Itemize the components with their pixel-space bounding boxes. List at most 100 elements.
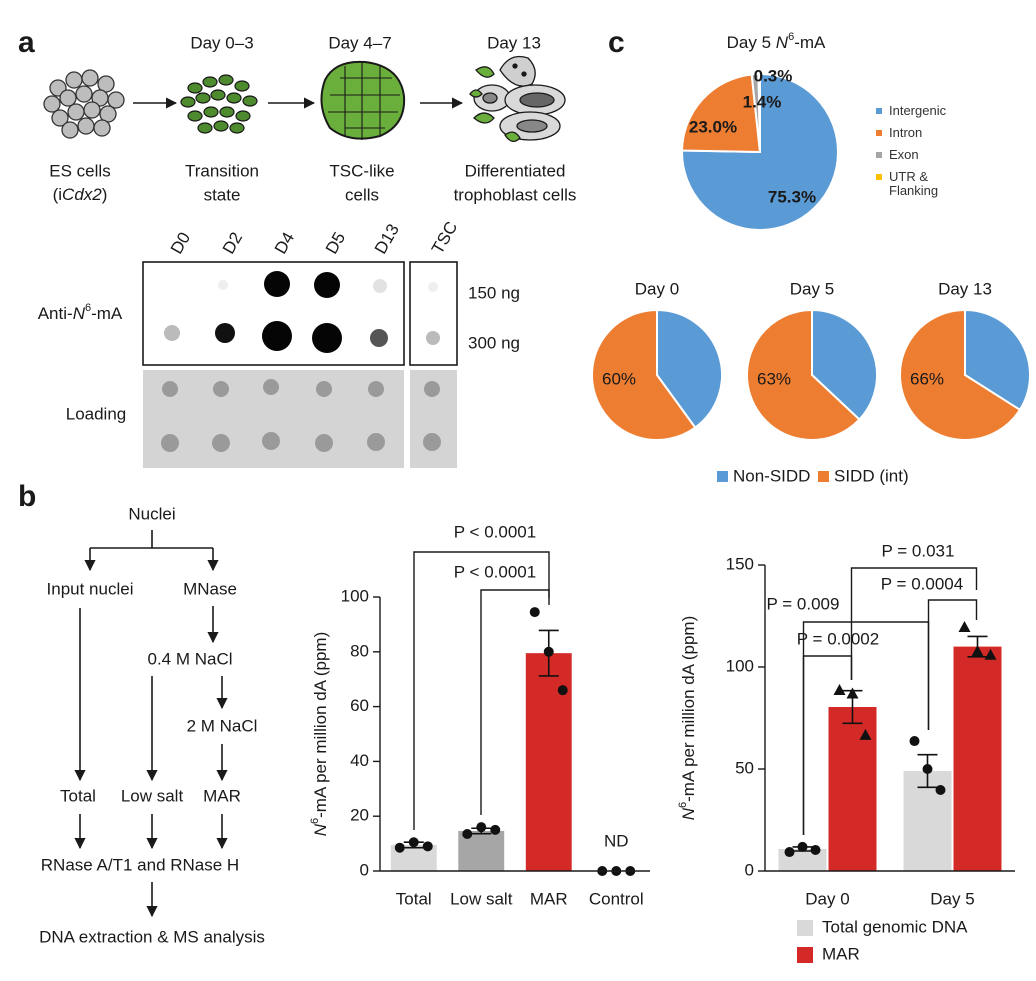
y-axis-label-part: N <box>679 807 698 820</box>
es-cells <box>43 69 125 139</box>
annotation: P = 0.0004 <box>881 574 963 593</box>
y-tick-label: 20 <box>350 806 369 825</box>
annotation: P < 0.0001 <box>454 562 536 581</box>
y-axis-label-part: 6 <box>677 802 689 808</box>
data-label: 63% <box>757 369 791 388</box>
data-point <box>462 829 473 840</box>
data-point <box>543 646 554 657</box>
y-axis-label: N6-mA per million dA (ppm) <box>677 616 699 821</box>
data-point <box>909 736 920 747</box>
flow-step: RNase A/T1 and RNase H <box>41 855 239 874</box>
legend-label: Total genomic DNA <box>822 917 968 936</box>
data-point <box>797 841 808 852</box>
data-point <box>490 824 501 835</box>
lane-label: TSC <box>428 218 461 257</box>
pie-title: Day 0 <box>635 279 679 298</box>
stage-day: Day 4–7 <box>328 33 391 52</box>
row-label: Anti-N6-mA <box>38 302 123 324</box>
differentiated-cells <box>469 55 566 142</box>
flow-step: 2 M NaCl <box>187 716 258 735</box>
pie-slice <box>811 308 878 421</box>
x-tick-label: MAR <box>530 889 568 908</box>
y-tick-label: 80 <box>350 641 369 660</box>
row-label-part: N <box>73 304 86 323</box>
flow-step: Low salt <box>121 786 184 805</box>
pie-title-part: N <box>776 33 789 52</box>
legend-swatch <box>876 152 882 158</box>
y-tick-label: 100 <box>726 656 754 675</box>
data-point <box>408 837 419 848</box>
data-label: 1.4% <box>743 92 782 111</box>
annotation: P = 0.031 <box>882 541 955 560</box>
legend-swatch <box>797 920 813 936</box>
y-tick-label: 0 <box>745 860 754 879</box>
y-axis-label-part: N <box>311 823 330 836</box>
lane-label: D13 <box>371 221 403 258</box>
x-tick-label: Day 0 <box>805 889 849 908</box>
data-point <box>971 645 984 657</box>
flow-step: Input nuclei <box>47 579 134 598</box>
bar <box>953 646 1002 871</box>
legend-label: Exon <box>889 147 919 162</box>
legend-label: Intergenic <box>889 103 947 118</box>
significance-bracket <box>480 589 550 815</box>
y-tick-label: 0 <box>360 860 369 879</box>
stage-label: TSC-like <box>329 161 394 180</box>
stage-label: cells <box>345 185 379 204</box>
data-point <box>394 842 405 853</box>
flow-step: Nuclei <box>128 504 175 523</box>
data-label: 23.0% <box>689 117 737 136</box>
legend-swatch <box>876 130 882 136</box>
pie-title-part: 6 <box>788 31 794 43</box>
dot-blot <box>142 261 458 468</box>
legend-swatch <box>876 108 882 114</box>
y-axis-label-part: -mA per million dA (ppm) <box>679 616 698 802</box>
y-tick-label: 50 <box>735 758 754 777</box>
panel-label: c <box>608 26 625 59</box>
legend-label: UTR & Flanking <box>889 169 939 198</box>
data-point <box>958 621 971 633</box>
y-axis-label-part: 6 <box>309 818 321 824</box>
stage-label-part: (i <box>53 185 62 204</box>
legend-swatch <box>717 471 728 482</box>
x-tick-label: Control <box>589 889 644 908</box>
data-point <box>859 728 872 740</box>
data-point <box>810 844 821 855</box>
flow-step: DNA extraction & MS analysis <box>39 927 265 946</box>
panel-label: b <box>18 480 36 513</box>
lane-label: D0 <box>167 229 194 257</box>
pie-title-part: Day 5 <box>727 33 776 52</box>
annotation: P = 0.009 <box>767 594 840 613</box>
data-label: 66% <box>910 369 944 388</box>
legend-label: MAR <box>822 944 860 963</box>
data-point <box>557 685 568 696</box>
pie-title-part: -mA <box>794 33 826 52</box>
pie-legend: Intergenic Intron Exon UTR & Flanking <box>876 104 960 206</box>
stage-day: Day 0–3 <box>190 33 253 52</box>
pie-title: Day 13 <box>938 279 992 298</box>
x-tick-label: Day 5 <box>930 889 974 908</box>
y-tick-label: 150 <box>726 554 754 573</box>
amount-label: 150 ng <box>468 283 520 302</box>
lane-label: D2 <box>219 229 246 257</box>
legend-swatch <box>876 174 882 180</box>
y-tick-label: 60 <box>350 696 369 715</box>
pie-slice <box>591 308 697 441</box>
lane-label: D4 <box>271 229 298 257</box>
legend-item: Intergenic <box>876 104 960 118</box>
y-tick-label: 40 <box>350 751 369 770</box>
panel-label: a <box>18 26 35 59</box>
stage-label: state <box>204 185 241 204</box>
pie-slice <box>899 308 1022 441</box>
flow-step: MAR <box>203 786 241 805</box>
stage-day: Day 13 <box>487 33 541 52</box>
data-label: 60% <box>602 369 636 388</box>
significance-bracket <box>850 567 978 680</box>
legend-item: UTR & Flanking <box>876 170 960 198</box>
x-tick-label: Total <box>396 889 432 908</box>
data-point <box>846 687 859 699</box>
pie-title: Day 5 <box>790 279 834 298</box>
pie-slice <box>680 73 762 154</box>
y-axis-label: N6-mA per million dA (ppm) <box>309 632 331 837</box>
legend-swatch <box>797 947 813 963</box>
